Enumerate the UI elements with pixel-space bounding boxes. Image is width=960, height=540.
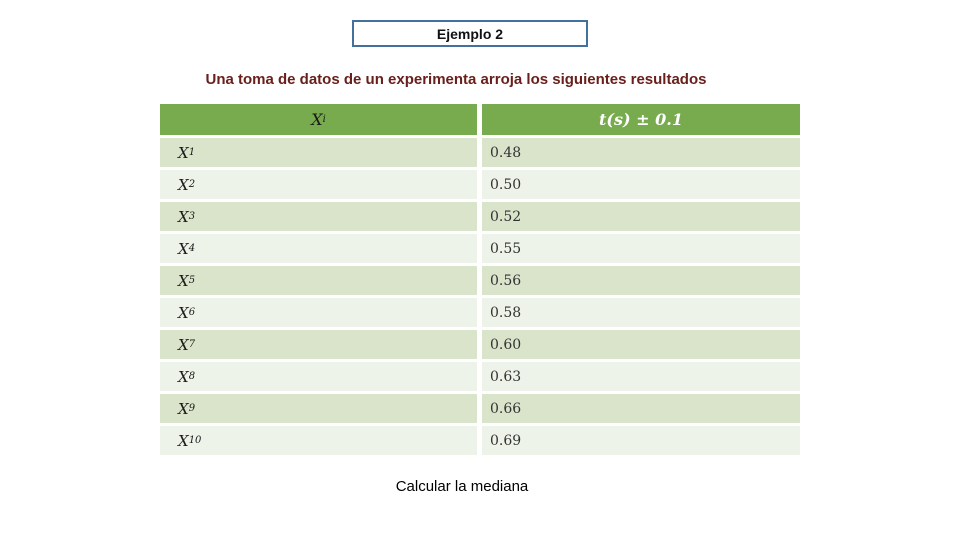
row-label-base: X	[178, 367, 189, 386]
row-label-base: X	[178, 335, 189, 354]
page-title: Ejemplo 2	[436, 25, 504, 42]
row-label-base: X	[178, 207, 189, 226]
row-value: 0.60	[490, 336, 522, 353]
row-label-base: X	[178, 303, 189, 322]
row-label-base: X	[178, 271, 189, 290]
row-value: 0.56	[490, 272, 522, 289]
row-label-subscript: 5	[188, 275, 196, 286]
table-row-value-cell: 0.60	[482, 330, 800, 359]
row-label-subscript: 6	[188, 307, 196, 318]
row-value: 0.58	[490, 304, 522, 321]
table-row-value-cell: 0.63	[482, 362, 800, 391]
table-header-xi-sub: i	[322, 114, 326, 125]
subtitle-text: Una toma de datos de un experimenta arro…	[205, 71, 707, 88]
row-label-base: X	[178, 399, 189, 418]
row-value: 0.69	[490, 432, 522, 449]
row-value: 0.63	[490, 368, 522, 385]
row-value: 0.50	[490, 176, 522, 193]
table-header-ts-label: t(s) ± 0.1	[599, 110, 683, 129]
table-row-value-cell: 0.52	[482, 202, 800, 231]
row-label-subscript: 1	[188, 147, 196, 158]
row-label-subscript: 4	[188, 243, 196, 254]
row-label-base: X	[178, 431, 189, 450]
row-value: 0.48	[490, 144, 522, 161]
row-label-subscript: 3	[188, 211, 196, 222]
table-row-value-cell: 0.55	[482, 234, 800, 263]
row-value: 0.52	[490, 208, 522, 225]
row-label-subscript: 8	[188, 371, 196, 382]
row-label-subscript: 10	[188, 435, 202, 446]
table-row-value-cell: 0.66	[482, 394, 800, 423]
row-label-base: X	[178, 175, 189, 194]
row-label-base: X	[178, 143, 189, 162]
title-box: Ejemplo 2	[352, 20, 588, 47]
row-label-base: X	[178, 239, 189, 258]
footer-instruction: Calcular la mediana	[395, 478, 529, 495]
table-row-label-cell: X 10	[160, 426, 477, 455]
row-value: 0.55	[490, 240, 522, 257]
row-label-subscript: 9	[188, 403, 196, 414]
table-header-ts: t(s) ± 0.1	[482, 104, 800, 135]
row-value: 0.66	[490, 400, 522, 417]
table-row-value-cell: 0.69	[482, 426, 800, 455]
table-row-value-cell: 0.50	[482, 170, 800, 199]
row-label-subscript: 2	[188, 179, 196, 190]
table-row-value-cell: 0.48	[482, 138, 800, 167]
table-row-value-cell: 0.58	[482, 298, 800, 327]
table-header-xi-base: X	[311, 110, 323, 129]
row-label-subscript: 7	[188, 339, 196, 350]
table-row-value-cell: 0.56	[482, 266, 800, 295]
